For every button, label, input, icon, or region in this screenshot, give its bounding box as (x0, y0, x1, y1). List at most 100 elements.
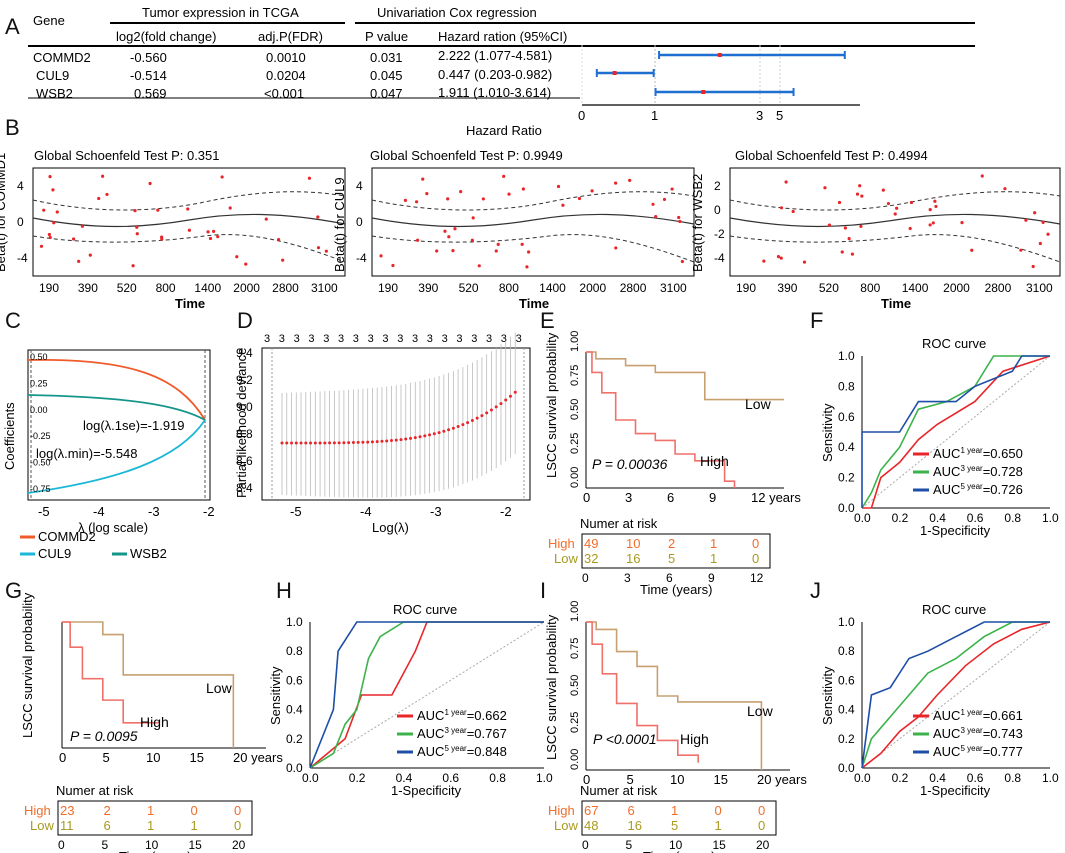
residual-point (88, 253, 92, 257)
x-axis-label: Time (175, 296, 205, 311)
y-tick-label: 0.6 (838, 673, 855, 687)
plot-title: ROC curve (922, 602, 986, 617)
residual-point (1031, 264, 1035, 269)
risk-x-tick: 3 (624, 571, 631, 585)
residual-point (784, 180, 788, 184)
deviance-point (385, 439, 389, 443)
y-tick-label: 0.25 (30, 378, 48, 388)
residual-point (776, 254, 781, 259)
x-tick-label: 5 (103, 750, 110, 765)
col-logfc: log2(fold change) (116, 29, 216, 44)
panel-label-a: A (5, 14, 20, 39)
residual-point (496, 242, 500, 246)
top-count-label: 3 (308, 333, 314, 345)
y-tick-label: 0.0 (838, 761, 855, 775)
deviance-point (461, 423, 465, 427)
top-count-label: 3 (294, 333, 300, 345)
deviance-point (485, 411, 489, 415)
legend-label: COMMD2 (38, 529, 96, 544)
y-tick-label: -4 (714, 251, 725, 265)
risk-table-title: Numer at risk (580, 783, 658, 798)
plot-title: ROC curve (922, 336, 986, 351)
x-tick-label: 3 (625, 490, 632, 505)
x-tick-label: 5 (627, 772, 634, 787)
coef-line-commd2 (27, 358, 206, 421)
residual-point (850, 252, 854, 256)
risk-count-low: 0 (758, 818, 765, 833)
y-tick-label: 9.4 (236, 346, 253, 360)
risk-count-high: 0 (752, 536, 759, 551)
panel-a-table: Gene Tumor expression in TCGA Univariati… (28, 5, 975, 101)
risk-x-tick: 5 (626, 838, 633, 852)
auc-superscript: 3 year (960, 726, 983, 735)
p-value: P <0.0001 (593, 731, 657, 747)
residual-point (307, 176, 312, 180)
residual-point (235, 255, 239, 259)
risk-group-label: High (548, 803, 575, 818)
risk-count-low: 6 (104, 818, 111, 833)
y-axis-label: Sensitivity (268, 666, 283, 725)
km-curve-low (62, 621, 235, 748)
y-tick-label: 0.00 (30, 405, 48, 415)
x-tick-label: -3 (430, 504, 442, 519)
auc-prefix: AUC (933, 726, 960, 741)
deviance-point (451, 426, 455, 430)
hr-cell: 0.447 (0.203-0.982) (438, 67, 552, 82)
x-axis-label: Time (years) (640, 582, 712, 597)
residual-point (97, 196, 101, 201)
x-axis-label: Time (years) (119, 849, 191, 853)
x-axis-label: Time (519, 296, 549, 311)
residual-point (802, 260, 807, 264)
y-tick-label: 8.6 (236, 454, 253, 468)
x-tick-label: 0 (59, 750, 66, 765)
residual-point (779, 206, 784, 210)
y-tick-label: 0.0 (838, 501, 855, 515)
panel-f-roc-curve: ROC curve 0.00.0 0.2 0.2 0.4 0.4 0.6 0.6 0.8 0.8 1… (820, 336, 1059, 538)
deviance-point (508, 394, 512, 398)
cox-header: Univariation Cox regression (377, 5, 537, 20)
x-tick-label: 0.0 (302, 771, 319, 785)
x-tick-label: 520 (117, 281, 137, 295)
top-count-label: 3 (501, 333, 507, 345)
residual-point (414, 200, 419, 204)
residual-point (858, 184, 862, 188)
auc-prefix: AUC (933, 446, 960, 461)
x-tick-label: 390 (78, 281, 98, 295)
x-tick-label: 0.4 (929, 771, 946, 785)
y-tick-label: 9.2 (236, 373, 253, 387)
y-axis-label: Sensitivity (820, 666, 835, 725)
residual-point (228, 206, 232, 210)
roc-curve (861, 355, 1050, 509)
fdr-cell: 0.0010 (266, 50, 306, 65)
low-group-label: Low (206, 680, 233, 696)
y-axis-label: Beta(t) for COMMD1 (0, 153, 8, 272)
residual-point (51, 188, 55, 192)
residual-point (264, 217, 268, 221)
x-tick-label: 1.0 (1042, 511, 1059, 525)
deviance-point (366, 440, 370, 444)
auc-prefix: AUC (933, 464, 960, 479)
residual-point (42, 208, 46, 212)
roc-curve (862, 355, 1051, 509)
panel-a-forest-plot: 0 1 3 5 Hazard Ratio (466, 45, 860, 138)
deviance-point (499, 402, 503, 406)
residual-point (1046, 232, 1050, 236)
y-axis-label: LSCC survival probability (20, 592, 35, 738)
y-axis-label: Beta(t) for CUL9 (332, 177, 347, 272)
risk-group-label: High (548, 536, 575, 551)
x-tick-label: 9 (709, 490, 716, 505)
risk-count-low: 1 (715, 818, 722, 833)
deviance-point (337, 441, 341, 445)
y-tick-label: 1.0 (838, 615, 855, 629)
risk-count-low: 5 (671, 818, 678, 833)
residual-point (933, 199, 937, 203)
deviance-point (294, 441, 298, 445)
residual-point (526, 250, 531, 254)
x-tick-label: -4 (360, 504, 372, 519)
x-tick-label: 20 years (233, 750, 283, 765)
high-group-label: High (140, 714, 169, 730)
auc-value: =0.726 (983, 482, 1023, 497)
roc-curve (861, 621, 1050, 769)
